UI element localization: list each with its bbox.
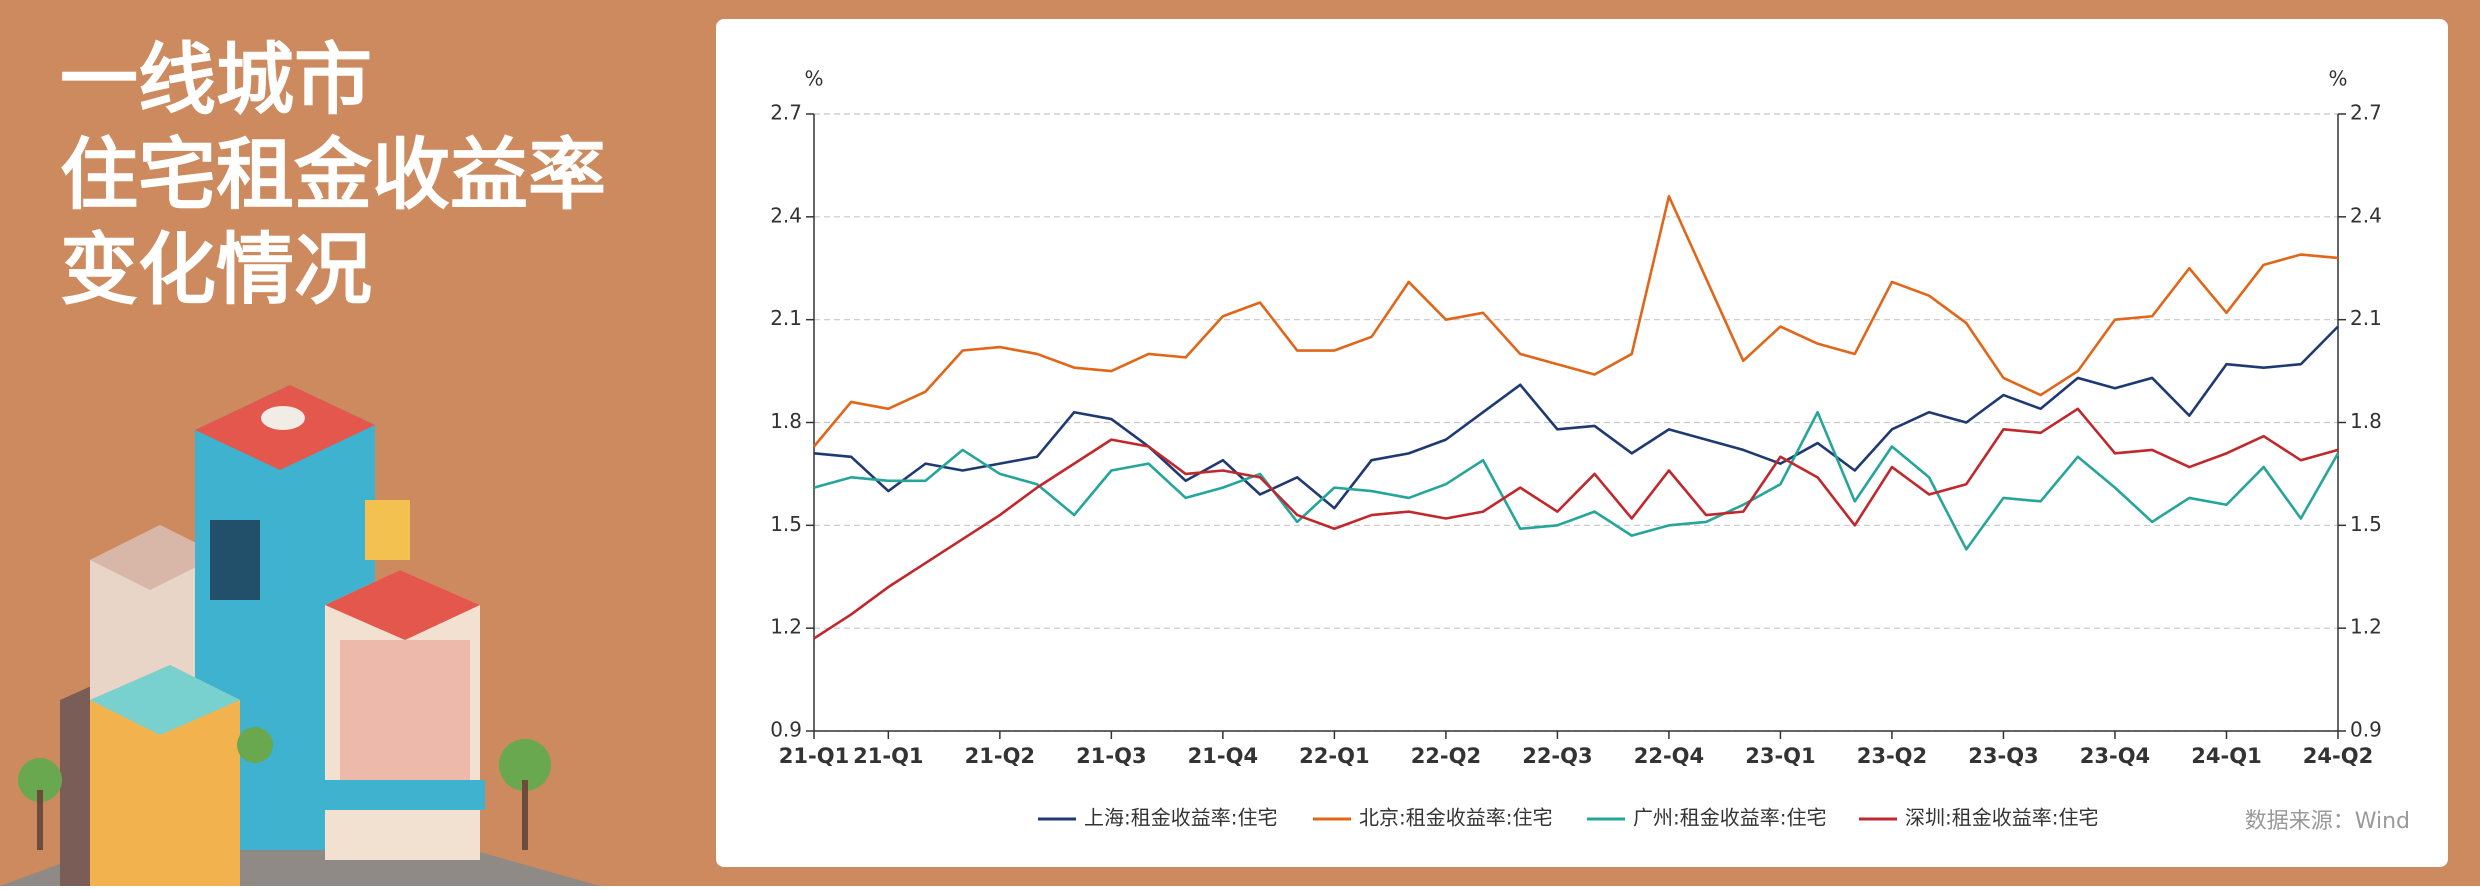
series-line bbox=[813, 407, 2339, 640]
x-tick-label: 23-Q1 bbox=[1745, 744, 1815, 768]
x-tick-label: 23-Q3 bbox=[1968, 744, 2038, 768]
legend-label: 深圳:租金收益率:住宅 bbox=[1905, 806, 2098, 830]
x-tick-label: 24-Q2 bbox=[2303, 744, 2373, 768]
legend-label: 广州:租金收益率:住宅 bbox=[1633, 806, 1826, 830]
y2-tick-label: 2.4 bbox=[2350, 203, 2382, 227]
y-tick-label: 2.4 bbox=[770, 203, 802, 227]
series-line bbox=[813, 194, 2339, 448]
x-tick-label: 24-Q1 bbox=[2191, 744, 2261, 768]
y-unit: % bbox=[804, 67, 823, 91]
source: 数据来源：Wind bbox=[2245, 809, 2410, 834]
x-tick-label: 21-Q1 bbox=[853, 744, 923, 768]
title-line: 一线城市 bbox=[60, 35, 372, 125]
x-tick-label: 21-Q2 bbox=[965, 744, 1035, 768]
x-tick-label: 22-Q3 bbox=[1522, 744, 1592, 768]
x-tick-label: 21-Q4 bbox=[1188, 744, 1258, 768]
x-tick-label: 21-Q1 bbox=[779, 744, 849, 768]
y-tick-label: 1.8 bbox=[770, 409, 802, 433]
y2-tick-label: 2.1 bbox=[2350, 306, 2382, 330]
series-line bbox=[813, 325, 2339, 510]
legend-label: 北京:租金收益率:住宅 bbox=[1359, 806, 1552, 830]
x-tick-label: 23-Q2 bbox=[1857, 744, 1927, 768]
y2-tick-label: 1.2 bbox=[2350, 615, 2382, 639]
x-tick-label: 23-Q4 bbox=[2080, 744, 2150, 768]
y2-tick-label: 0.9 bbox=[2350, 718, 2382, 742]
y-tick-label: 2.1 bbox=[770, 306, 802, 330]
y2-tick-label: 1.8 bbox=[2350, 409, 2382, 433]
x-tick-label: 22-Q1 bbox=[1299, 744, 1369, 768]
series-line bbox=[813, 410, 2340, 551]
legend-label: 上海:租金收益率:住宅 bbox=[1084, 806, 1277, 830]
y-tick-label: 1.5 bbox=[770, 512, 802, 536]
buildings-illustration bbox=[0, 385, 600, 886]
y-tick-label: 0.9 bbox=[770, 718, 802, 742]
title-line: 住宅租金收益率 bbox=[60, 130, 606, 220]
y-tick-label: 2.7 bbox=[770, 101, 802, 125]
chart-card bbox=[716, 19, 2448, 867]
y2-tick-label: 2.7 bbox=[2350, 101, 2382, 125]
x-tick-label: 22-Q4 bbox=[1634, 744, 1704, 768]
x-tick-label: 22-Q2 bbox=[1411, 744, 1481, 768]
title-line: 变化情况 bbox=[60, 225, 372, 315]
y2-unit: % bbox=[2328, 67, 2347, 91]
y2-tick-label: 1.5 bbox=[2350, 512, 2382, 536]
x-tick-label: 21-Q3 bbox=[1076, 744, 1146, 768]
y-tick-label: 1.2 bbox=[770, 615, 802, 639]
